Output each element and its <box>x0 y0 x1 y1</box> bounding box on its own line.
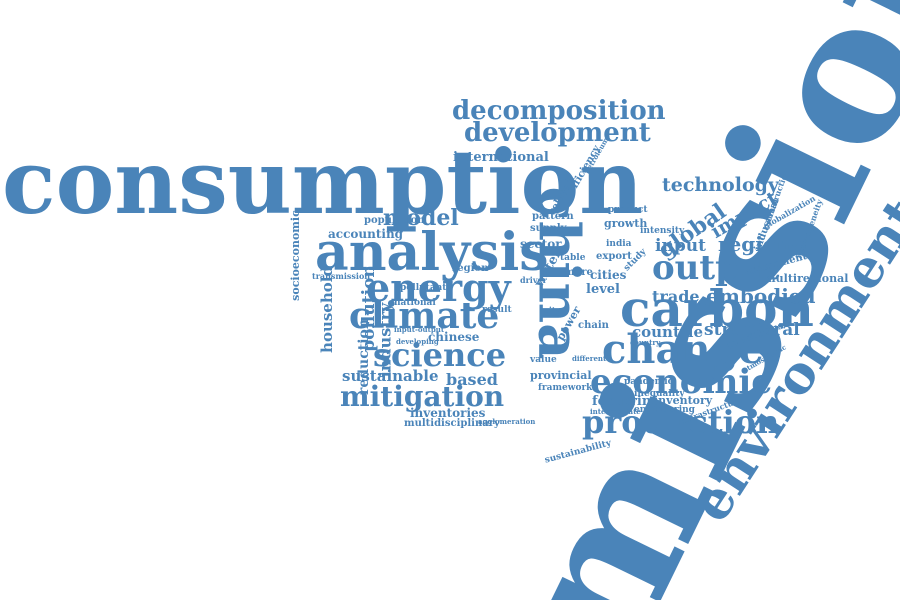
word-analysis: analysis <box>315 222 549 283</box>
word-reduction: reduction <box>356 318 373 396</box>
word-more: more <box>564 267 593 278</box>
word-data: data <box>540 290 565 301</box>
word-embodied: embodied <box>706 284 816 308</box>
word-footprint: footprint <box>592 394 658 409</box>
word-science: science <box>373 336 507 374</box>
word-india: india <box>606 239 632 249</box>
word-sustainable: sustainable <box>342 367 439 385</box>
word-consumption: consumption <box>2 130 644 234</box>
word-climate: climate <box>349 295 500 337</box>
word-output: output <box>652 248 780 288</box>
word-technology: technology <box>662 174 779 196</box>
word-production: production <box>582 403 780 441</box>
word-pandemic: pandemic <box>624 377 674 387</box>
word-chinese: chinese <box>428 330 480 344</box>
word-intensity: intensity <box>640 226 685 236</box>
word-export: export <box>596 251 632 262</box>
word-cities: cities <box>590 268 627 282</box>
word-sector: sector <box>520 237 562 251</box>
word-trade: trade <box>652 287 700 306</box>
word-supply: supply <box>530 223 567 234</box>
word-population: population <box>364 215 425 226</box>
word-product: product <box>608 205 648 215</box>
word-development: development <box>464 118 651 148</box>
word-region: region <box>452 263 489 274</box>
word-chain: chain <box>578 320 609 331</box>
word-socioeconomic: socioeconomic <box>288 210 302 301</box>
word-countrie: countrie <box>632 323 704 341</box>
word-provincial: provincial <box>530 369 592 382</box>
word-result: result <box>482 305 512 315</box>
word-model: model <box>383 205 459 231</box>
word-transmission: transmission <box>312 271 371 281</box>
word-city: city <box>544 305 561 315</box>
word-level: level <box>586 282 620 297</box>
word-developing: developing <box>396 337 439 346</box>
word-industry: industry <box>375 302 395 378</box>
word-country: country <box>630 338 661 347</box>
word-energy: energy <box>366 265 511 310</box>
word-value: value <box>530 355 557 365</box>
word-framework: framework <box>538 383 593 393</box>
word-international: international <box>453 150 549 165</box>
word-national: national <box>394 298 436 308</box>
word-carbon: carbon <box>620 279 814 338</box>
word-intermediate: intermediate <box>590 407 641 416</box>
word-accounting: accounting <box>328 227 404 241</box>
word-pattern: pattern <box>532 211 574 222</box>
word-agglomeration: agglomeration <box>478 417 536 426</box>
word-multiregional: multiregional <box>764 272 849 285</box>
word-different: different <box>572 354 607 363</box>
word-engineering: engineering <box>634 405 695 415</box>
word-multidisciplinary: multidisciplinary <box>404 418 500 429</box>
word-input: input <box>655 236 706 256</box>
word-inventory: inventory <box>654 394 713 407</box>
word-regional: regional <box>718 232 812 256</box>
word-table: table <box>560 253 586 263</box>
word-inequality: inequality <box>634 389 685 399</box>
word-change: change <box>602 326 764 373</box>
word-structural: structural <box>704 320 800 340</box>
word-based: based <box>446 370 498 389</box>
word-input-output: input-output <box>394 325 445 334</box>
word-driver: driver <box>520 275 547 285</box>
word-decomposition: decomposition <box>452 96 666 126</box>
word-economic: economic <box>590 362 773 402</box>
word-pollutant: pollutant <box>400 283 447 293</box>
word-inventories: inventories <box>410 406 486 420</box>
word-growth: growth <box>604 217 648 230</box>
word-mitigation: mitigation <box>340 380 505 413</box>
